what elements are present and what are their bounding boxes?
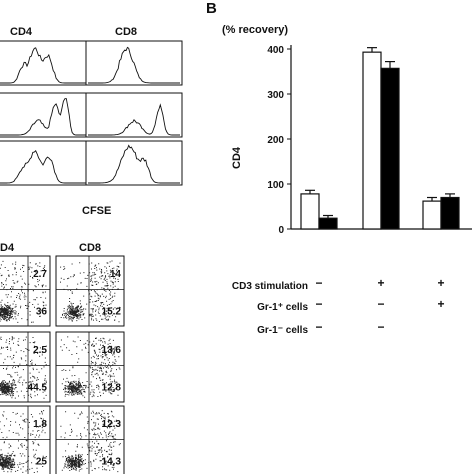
condition-mark: −: [315, 297, 322, 311]
bar-ylabel: CD4: [231, 146, 243, 169]
condition-mark: −: [377, 297, 384, 311]
y-tick-label: 400: [267, 45, 284, 56]
dotplot-events: [0, 260, 47, 323]
quadrant-value-lower: 12.8: [102, 383, 122, 394]
condition-mark: −: [377, 320, 384, 334]
hist-col-header-cd8: CD8: [115, 26, 137, 38]
bar: [318, 217, 338, 230]
quadrant-value-lower: 14.3: [102, 457, 122, 468]
condition-mark: +: [437, 297, 444, 311]
condition-mark: −: [315, 276, 322, 290]
scatter-panel: D4 CD8 2.7 36 14 15.2 2.5 44.5 13.6 12.8 1.8 25 12…: [0, 242, 125, 474]
bar: [422, 200, 442, 230]
quadrant-value-upper: 13.6: [102, 345, 122, 356]
quadrant-value-upper: 2.7: [33, 269, 47, 280]
histogram-trace: [88, 103, 180, 136]
condition-mark: +: [437, 276, 444, 290]
condition-label: CD3 stimulation: [232, 281, 308, 292]
scatter-col-header-cd4: D4: [0, 242, 15, 254]
hist-col-header-cd4: CD4: [10, 26, 33, 38]
quadrant-value-lower: 15.2: [102, 307, 122, 318]
y-tick-label: 200: [267, 135, 284, 146]
y-tick-label: 100: [267, 180, 284, 191]
bar: [362, 51, 382, 230]
histogram-box: [0, 40, 97, 86]
quadrant-value-lower: 44.5: [28, 383, 48, 394]
hist-xlabel: CFSE: [82, 205, 111, 217]
quadrant-value-upper: 2.5: [33, 345, 47, 356]
condition-mark: −: [315, 320, 322, 334]
condition-label: Gr-1⁺ cells: [257, 302, 308, 313]
quadrant-value-upper: 14: [110, 269, 122, 280]
panel-label-b: B: [206, 0, 217, 17]
histogram-box: [0, 140, 97, 186]
condition-label: Gr-1⁻ cells: [257, 325, 308, 336]
histogram-panel: CD4 CD8 CFSE: [0, 26, 183, 217]
histogram-box: [85, 140, 183, 186]
bar-panel: B (% recovery) CD4 0 100 200 300 400 CD3 sti…: [206, 0, 472, 336]
bar: [440, 196, 460, 230]
quadrant-value-upper: 12.3: [102, 419, 122, 430]
bar: [380, 67, 400, 230]
y-tick-label: 0: [278, 225, 284, 236]
histogram-trace: [0, 47, 94, 84]
y-tick-label: 300: [267, 90, 284, 101]
bar: [300, 193, 320, 230]
histogram-trace: [88, 46, 180, 84]
dotplot-events: [0, 410, 47, 473]
histogram-trace: [0, 150, 94, 184]
quadrant-value-lower: 36: [36, 307, 48, 318]
dotplot-events: [0, 336, 47, 399]
histogram-trace: [0, 98, 94, 136]
histogram-trace: [88, 144, 180, 184]
bar-unit-label: (% recovery): [222, 24, 288, 36]
scatter-col-header-cd8: CD8: [79, 242, 101, 254]
condition-mark: +: [377, 276, 384, 290]
histogram-box: [0, 92, 97, 138]
quadrant-value-upper: 1.8: [33, 419, 47, 430]
quadrant-value-lower: 25: [36, 457, 48, 468]
dotplot-events: [60, 260, 121, 323]
histogram-box: [85, 92, 183, 138]
dotplot-events: [60, 336, 121, 398]
